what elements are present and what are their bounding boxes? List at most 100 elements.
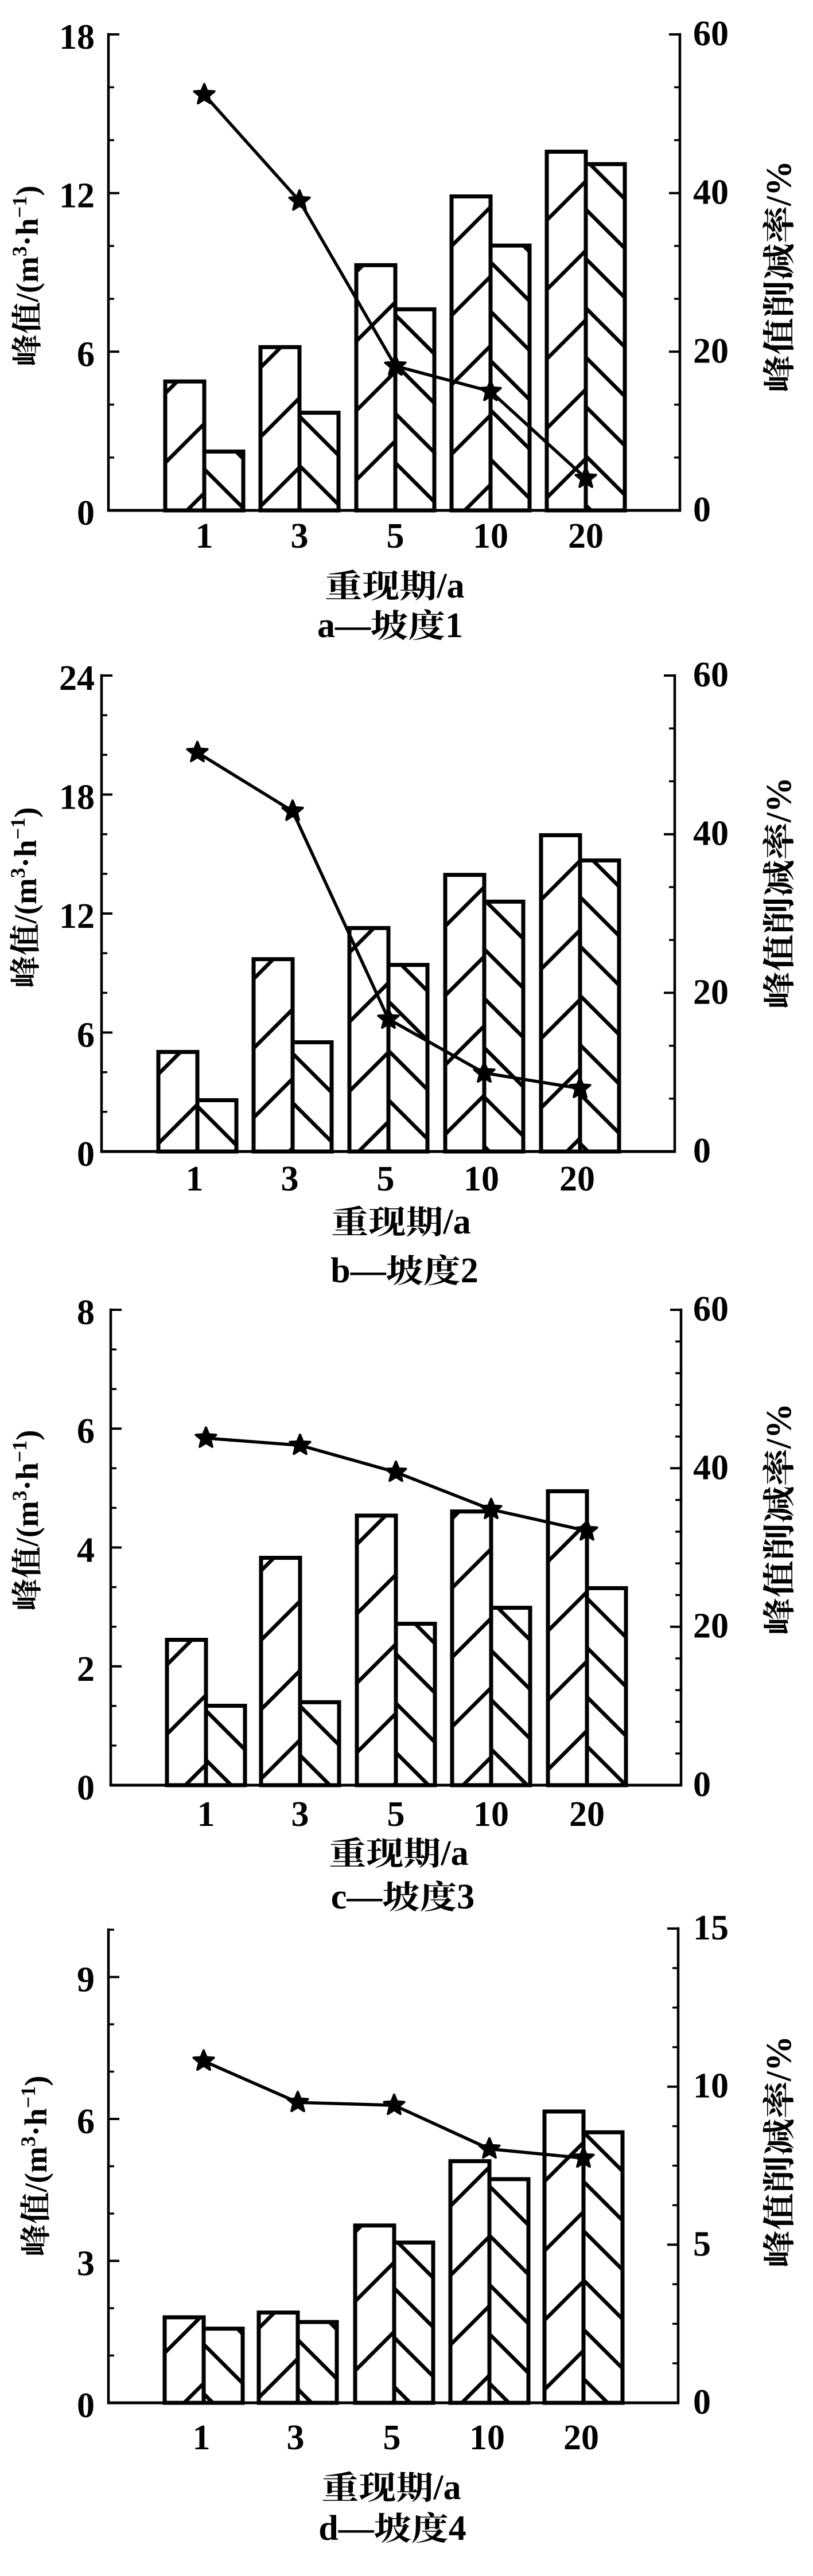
svg-text:6: 6 [77, 2102, 95, 2141]
svg-text:−: − [6, 828, 29, 840]
svg-text:18: 18 [59, 778, 95, 817]
svg-text:−: − [17, 2097, 40, 2109]
svg-text:(: ( [10, 1527, 45, 1537]
svg-text:3: 3 [8, 1490, 31, 1501]
svg-text:10: 10 [473, 517, 508, 556]
svg-text:3: 3 [287, 2418, 305, 2457]
svg-text:1: 1 [17, 2086, 40, 2097]
svg-text:40: 40 [693, 173, 729, 212]
svg-text:4: 4 [449, 2509, 466, 2548]
svg-text:60: 60 [693, 1290, 729, 1329]
svg-text:40: 40 [693, 814, 729, 853]
svg-text:(: ( [8, 904, 43, 915]
svg-text:10: 10 [693, 2067, 729, 2106]
svg-text:8: 8 [77, 1293, 95, 1332]
svg-text:6: 6 [77, 335, 95, 374]
svg-text:3: 3 [8, 246, 31, 256]
svg-text:3: 3 [77, 2245, 95, 2284]
svg-text:15: 15 [693, 1908, 729, 1947]
svg-text:b—: b— [330, 1251, 386, 1290]
svg-text:1: 1 [6, 818, 29, 828]
svg-text:h: h [10, 218, 45, 236]
svg-text:h: h [18, 2108, 53, 2126]
svg-text:3: 3 [457, 1878, 474, 1917]
svg-text:·: · [8, 857, 43, 868]
svg-text:9: 9 [77, 1961, 95, 2000]
svg-text:): ) [8, 807, 43, 817]
svg-text:0: 0 [77, 1135, 95, 1174]
svg-text:/: / [760, 2071, 799, 2082]
svg-text:3: 3 [291, 517, 309, 556]
svg-text:(: ( [18, 2173, 53, 2183]
svg-text:0: 0 [77, 1769, 95, 1808]
svg-text:5: 5 [693, 2224, 711, 2263]
svg-text:/a: /a [436, 567, 464, 606]
svg-text:(: ( [10, 283, 45, 293]
svg-text:1: 1 [196, 517, 213, 556]
svg-text:/: / [760, 812, 799, 823]
svg-text:1: 1 [197, 1795, 215, 1834]
svg-text:%: % [760, 2036, 799, 2071]
svg-text:/: / [760, 196, 799, 206]
svg-text:0: 0 [77, 494, 95, 533]
svg-text:10: 10 [464, 1160, 499, 1199]
svg-text:/: / [10, 1537, 45, 1547]
svg-text:10: 10 [469, 2418, 505, 2457]
svg-text:0: 0 [693, 1131, 711, 1170]
svg-text:4: 4 [77, 1531, 95, 1570]
svg-text:12: 12 [59, 177, 95, 216]
svg-text:h: h [10, 1462, 45, 1480]
svg-text:0: 0 [693, 490, 711, 529]
svg-text:·: · [10, 1480, 45, 1490]
svg-text:10: 10 [473, 1795, 509, 1834]
svg-text:0: 0 [693, 1765, 711, 1804]
svg-text:): ) [10, 185, 45, 196]
svg-text:/a: /a [442, 1203, 470, 1242]
svg-text:m: m [18, 2146, 53, 2173]
svg-text:3: 3 [17, 2136, 40, 2146]
svg-text:1: 1 [193, 2418, 211, 2457]
svg-text:/: / [18, 2183, 53, 2193]
svg-text:m: m [10, 1501, 45, 1527]
svg-text:%: % [760, 1403, 799, 1439]
svg-text:−: − [8, 206, 31, 218]
svg-text:20: 20 [568, 517, 604, 556]
svg-text:18: 18 [59, 18, 95, 57]
svg-text:60: 60 [693, 14, 729, 53]
svg-text:1: 1 [445, 606, 463, 645]
svg-text:1: 1 [186, 1160, 204, 1199]
svg-text:5: 5 [387, 1795, 405, 1834]
svg-text:c—: c— [331, 1878, 383, 1917]
svg-text:/a: /a [433, 2468, 461, 2507]
svg-text:·: · [18, 2126, 53, 2136]
svg-text:20: 20 [563, 2418, 599, 2457]
svg-text:/: / [8, 915, 43, 924]
svg-text:5: 5 [387, 517, 404, 556]
svg-text:0: 0 [693, 2383, 711, 2422]
svg-text:): ) [18, 2075, 53, 2086]
svg-text:24: 24 [59, 659, 95, 698]
svg-text:m: m [8, 878, 43, 904]
svg-text:%: % [760, 161, 799, 196]
svg-text:60: 60 [693, 655, 729, 694]
svg-text:/: / [10, 293, 45, 303]
svg-text:20: 20 [569, 1795, 605, 1834]
svg-text:d—: d— [318, 2509, 374, 2548]
svg-text:2: 2 [77, 1650, 95, 1689]
svg-text:1: 1 [8, 196, 31, 206]
svg-text:/: / [760, 1438, 799, 1449]
svg-text:12: 12 [59, 897, 95, 936]
svg-text:20: 20 [693, 1607, 729, 1646]
svg-text:·: · [10, 236, 45, 246]
svg-text:a—: a— [317, 606, 371, 645]
svg-text:5: 5 [383, 2418, 401, 2457]
svg-text:%: % [760, 777, 799, 813]
svg-text:20: 20 [693, 331, 729, 370]
svg-text:−: − [8, 1451, 31, 1463]
svg-text:/a: /a [440, 1834, 468, 1873]
svg-text:6: 6 [77, 1016, 95, 1055]
svg-text:6: 6 [77, 1412, 95, 1451]
svg-text:): ) [10, 1430, 45, 1440]
svg-text:3: 3 [281, 1160, 299, 1199]
svg-text:0: 0 [77, 2386, 95, 2425]
